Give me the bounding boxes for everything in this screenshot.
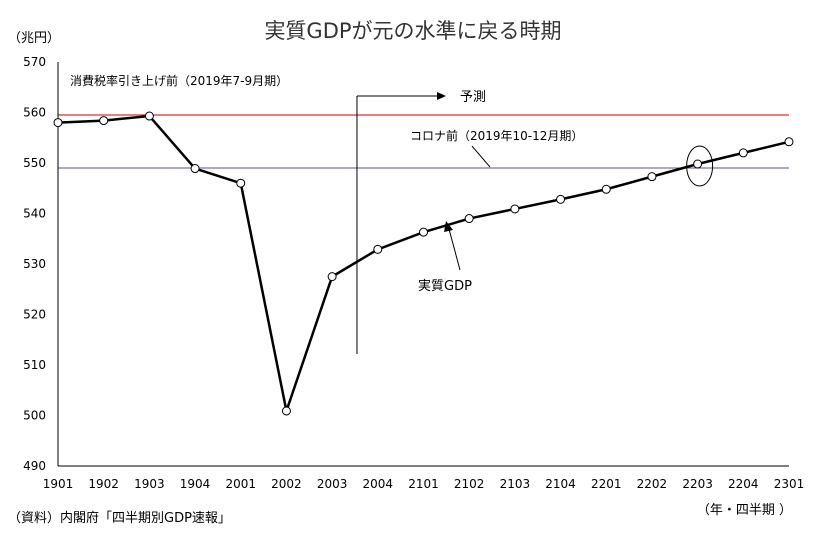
data-point <box>99 116 109 126</box>
x-tick-label: 2204 <box>728 477 759 491</box>
x-tick-label: 2301 <box>774 477 805 491</box>
data-point <box>556 194 566 204</box>
data-point <box>53 118 63 128</box>
reference-line-label: 消費税率引き上げ前（2019年7-9月期） <box>70 73 288 88</box>
x-tick-label: 1901 <box>43 477 74 491</box>
data-point <box>738 148 748 158</box>
x-tick-label: 2102 <box>454 477 485 491</box>
series-label-group: 実質GDP <box>418 221 472 294</box>
x-axis-ticks: 1901 1902 1903 1904 2001 2002 2003 2004 2101 2102… <box>43 477 805 491</box>
y-unit-label: （兆円） <box>8 31 60 46</box>
data-point <box>190 164 200 174</box>
series-label: 実質GDP <box>418 278 472 294</box>
x-tick-label: 2004 <box>363 477 394 491</box>
reference-callout-line <box>471 145 491 168</box>
y-tick-label: 570 <box>23 55 46 69</box>
series-line-real-gdp <box>57 114 790 416</box>
data-point <box>281 406 291 416</box>
x-tick-label: 2202 <box>637 477 668 491</box>
highlight-ellipse <box>686 145 714 187</box>
x-unit-label: （年・四半期 ） <box>697 503 792 518</box>
data-point <box>144 111 154 121</box>
x-tick-label: 2001 <box>225 477 256 491</box>
y-tick-label: 560 <box>23 106 46 120</box>
y-axis-ticks: 490 500 510 520 530 540 550 560 570 <box>23 55 46 473</box>
y-tick-label: 490 <box>23 459 46 473</box>
x-tick-label: 2104 <box>545 477 576 491</box>
data-point <box>464 214 474 224</box>
data-point <box>373 244 383 254</box>
x-tick-label: 2201 <box>591 477 622 491</box>
x-tick-label: 2003 <box>317 477 348 491</box>
y-tick-label: 530 <box>23 257 46 271</box>
data-point <box>510 204 520 214</box>
x-tick-label: 2002 <box>271 477 302 491</box>
data-point <box>693 159 703 169</box>
y-tick-label: 550 <box>23 156 46 170</box>
data-point <box>327 272 337 282</box>
y-tick-label: 510 <box>23 358 46 372</box>
data-point <box>647 172 657 182</box>
source-note: （資料）内閣府「四半期別GDP速報」 <box>8 510 231 526</box>
data-point <box>784 137 794 147</box>
series-label-pointer <box>448 228 461 271</box>
x-tick-label: 2103 <box>500 477 531 491</box>
data-point <box>419 227 428 237</box>
data-point <box>236 178 246 188</box>
y-tick-label: 500 <box>23 409 46 423</box>
x-tick-label: 1903 <box>134 477 165 491</box>
data-points <box>53 111 794 416</box>
series-label-pointer-head <box>444 221 453 232</box>
forecast-arrow-head <box>437 92 446 100</box>
chart-title: 実質GDPが元の水準に戻る時期 <box>264 19 561 43</box>
forecast-label: 予測 <box>460 90 486 105</box>
reference-lines: 消費税率引き上げ前（2019年7-9月期） コロナ前（2019年10-12月期） <box>58 73 789 169</box>
y-tick-label: 520 <box>23 308 46 322</box>
y-tick-label: 540 <box>23 207 46 221</box>
x-tick-label: 1904 <box>180 477 211 491</box>
reference-line-label: コロナ前（2019年10-12月期） <box>410 128 583 143</box>
x-tick-label: 1902 <box>88 477 119 491</box>
data-point <box>601 184 611 194</box>
forecast-marker: 予測 <box>356 90 486 354</box>
x-tick-label: 2101 <box>408 477 439 491</box>
x-tick-label: 2203 <box>682 477 713 491</box>
